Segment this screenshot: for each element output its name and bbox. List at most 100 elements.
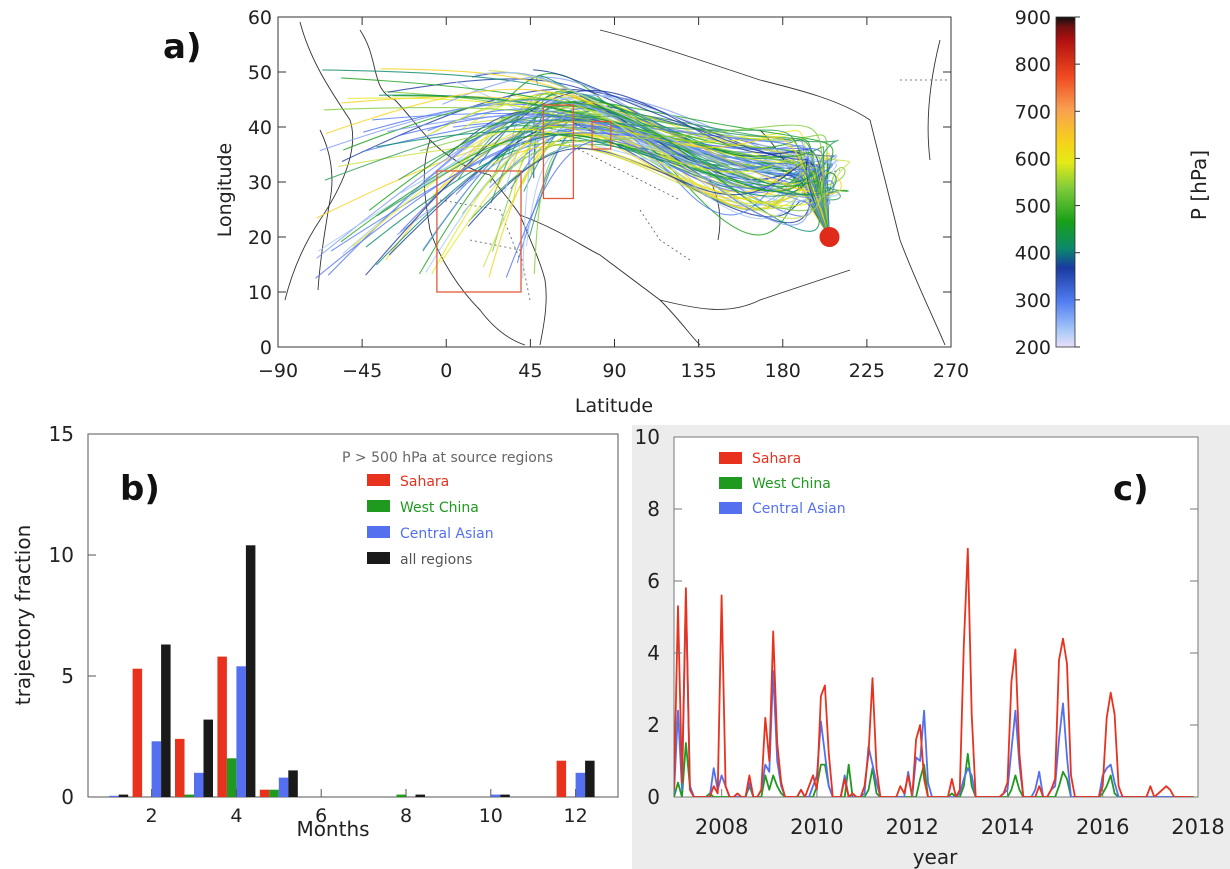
map-frame xyxy=(277,16,952,348)
bar-west-china xyxy=(396,794,406,797)
bar-all-regions xyxy=(500,794,510,797)
panel-a-label: a) xyxy=(163,27,201,67)
bar-central-asian xyxy=(490,794,501,797)
y-tick-label: 15 xyxy=(49,422,74,446)
receptor-marker xyxy=(819,227,840,247)
series-line-sahara xyxy=(674,547,1194,797)
x-tick-label: 2010 xyxy=(790,815,843,839)
trajectory-line xyxy=(341,77,831,238)
panel-b-xlabel: Months xyxy=(296,817,369,841)
x-tick-label: 2 xyxy=(146,805,158,827)
legend-swatch-sahara xyxy=(719,452,742,464)
x-tick-label: 135 xyxy=(680,360,716,382)
x-tick-label: 4 xyxy=(230,805,242,827)
panel-b: 2 4 6 8 10 12 0 5 10 15 b) P > 500 hPa at source… xyxy=(11,422,619,841)
bar-central-asian xyxy=(278,777,289,797)
x-tick-label: 90 xyxy=(602,360,626,382)
y-tick-label: 2 xyxy=(647,713,660,737)
bar-west-china xyxy=(269,789,279,797)
y-tick-label: 8 xyxy=(647,497,660,521)
y-tick-label: 60 xyxy=(248,7,272,29)
bar-sahara xyxy=(217,656,227,797)
y-tick-label: 50 xyxy=(248,62,272,84)
trajectory-line xyxy=(398,119,831,238)
trajectory-line xyxy=(467,147,831,238)
y-tick-label: 6 xyxy=(647,569,660,593)
y-tick-label: 4 xyxy=(647,641,660,665)
panel-b-ylabel: trajectory fraction xyxy=(11,525,35,706)
x-tick-label: 2016 xyxy=(1076,815,1129,839)
colorbar-tick-label: 300 xyxy=(1015,290,1051,312)
bar-all-regions xyxy=(288,770,298,797)
bar-central-asian xyxy=(109,795,119,797)
colorbar-tick-label: 500 xyxy=(1015,196,1051,218)
x-tick-label: 45 xyxy=(518,360,542,382)
x-tick-label: 8 xyxy=(400,805,412,827)
bar-all-regions xyxy=(585,760,595,797)
x-tick-label: 2014 xyxy=(981,815,1034,839)
source-box xyxy=(591,120,612,150)
panel-b-legend: Sahara West China Central Asian all regi… xyxy=(367,474,494,568)
y-tick-label: 0 xyxy=(260,337,272,359)
panel-c-y-ticks: 0 2 4 6 8 10 xyxy=(635,425,1198,809)
y-tick-label: 10 xyxy=(635,425,660,449)
y-tick-label: 10 xyxy=(248,282,272,304)
legend-label-west-china: West China xyxy=(400,500,479,516)
panel-c-frame xyxy=(673,436,1199,798)
panel-a-ylabel: Longitude xyxy=(214,143,236,238)
panel-b-annotation: P > 500 hPa at source regions xyxy=(342,450,553,466)
y-tick-label: 0 xyxy=(61,785,74,809)
x-tick-label: 270 xyxy=(933,360,969,382)
panel-c-x-ticks: 2008 2010 2012 2014 2016 2018 xyxy=(695,789,1225,839)
bar-central-asian xyxy=(575,772,586,797)
legend-swatch-central-asian xyxy=(367,526,390,538)
trajectory-line xyxy=(376,131,837,238)
bar-all-regions xyxy=(415,794,425,797)
x-tick-label: 12 xyxy=(564,805,588,827)
y-tick-label: 5 xyxy=(61,664,74,688)
bar-central-asian xyxy=(236,666,246,797)
panel-b-label: b) xyxy=(120,469,160,509)
legend-label-sahara: Sahara xyxy=(400,474,449,490)
x-tick-label: 2012 xyxy=(885,815,938,839)
panel-c-lines xyxy=(674,547,1194,797)
trajectory-line xyxy=(432,97,831,238)
bar-sahara xyxy=(556,760,567,797)
source-box xyxy=(436,170,522,293)
bar-central-asian xyxy=(194,772,204,797)
y-tick-label: 40 xyxy=(248,117,272,139)
trajectory-line xyxy=(525,93,831,238)
colorbar-tick-label: 600 xyxy=(1015,148,1051,170)
panel-a-x-ticks: −90 −45 0 45 90 135 180 225 270 xyxy=(258,17,969,382)
legend-swatch-west-china xyxy=(367,500,390,512)
series-line-west-china xyxy=(674,742,1194,797)
bar-central-asian xyxy=(151,741,162,797)
bar-all-regions xyxy=(245,545,256,797)
source-box xyxy=(542,104,575,200)
panel-b-y-ticks: 0 5 10 15 xyxy=(49,422,96,809)
colorbar-tick-label: 700 xyxy=(1015,101,1051,123)
legend-label-sahara: Sahara xyxy=(752,451,801,467)
y-tick-label: 10 xyxy=(49,543,74,567)
legend-label-central-asian: Central Asian xyxy=(400,526,494,542)
trajectory-lines xyxy=(315,68,851,279)
bar-sahara xyxy=(132,668,143,797)
trajectory-line xyxy=(529,114,831,238)
x-tick-label: 180 xyxy=(765,360,801,382)
x-tick-label: 225 xyxy=(849,360,885,382)
colorbar-title: P [hPa] xyxy=(1187,150,1211,220)
x-tick-label: −90 xyxy=(258,360,298,382)
x-tick-label: 6 xyxy=(315,805,327,827)
panel-a-y-ticks: 0 10 20 30 40 50 60 xyxy=(248,7,951,359)
colorbar-tick-label: 800 xyxy=(1015,54,1051,76)
panel-a: −90 −45 0 45 90 135 180 225 270 0 10 20 30 40 50 60 La… xyxy=(163,7,1211,417)
trajectory-line xyxy=(499,124,831,238)
legend-swatch-all-regions xyxy=(367,552,390,564)
bar-sahara xyxy=(175,738,185,797)
colorbar-tick-label: 400 xyxy=(1015,243,1051,265)
y-tick-label: 20 xyxy=(248,227,272,249)
trajectory-line xyxy=(325,88,842,238)
trajectory-line xyxy=(488,69,831,238)
bar-west-china xyxy=(226,758,237,797)
colorbar xyxy=(1055,16,1076,348)
